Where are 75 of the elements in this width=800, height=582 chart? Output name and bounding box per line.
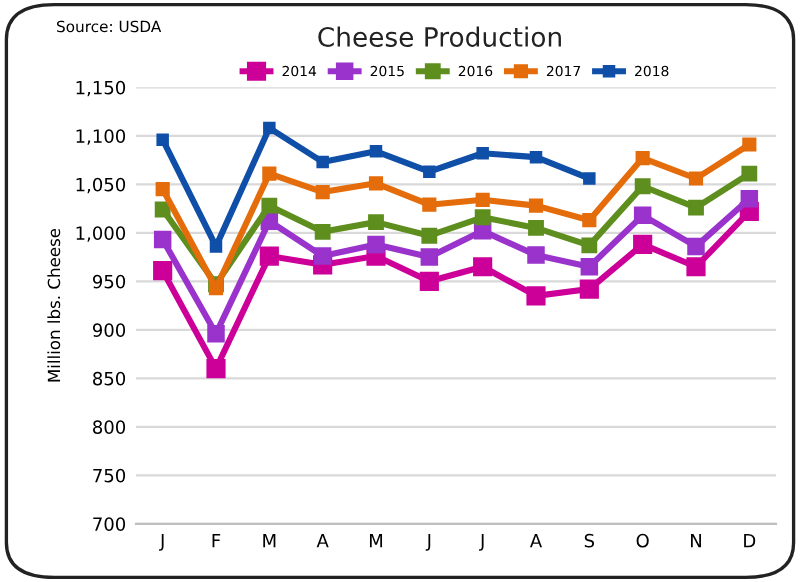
point bbox=[529, 150, 543, 164]
point bbox=[315, 184, 330, 200]
point bbox=[153, 230, 172, 249]
chart-title: Cheese Production bbox=[318, 26, 561, 47]
point bbox=[687, 237, 705, 256]
x-tick-label: J bbox=[479, 534, 484, 551]
point bbox=[741, 165, 758, 182]
point bbox=[528, 198, 544, 213]
x-tick-label: O bbox=[636, 533, 649, 548]
point bbox=[209, 240, 223, 253]
point bbox=[313, 247, 332, 265]
point bbox=[634, 178, 651, 195]
x-tick-label: N bbox=[691, 534, 701, 548]
point bbox=[423, 165, 436, 178]
point bbox=[688, 171, 704, 186]
point bbox=[262, 166, 277, 181]
point bbox=[316, 155, 329, 169]
point bbox=[581, 237, 598, 254]
point bbox=[740, 190, 759, 208]
y-tick-label: 950 bbox=[92, 274, 126, 289]
point bbox=[367, 235, 385, 254]
point bbox=[422, 197, 437, 212]
point bbox=[686, 257, 706, 277]
x-tick-label: A bbox=[529, 534, 543, 548]
point bbox=[582, 213, 597, 228]
point bbox=[633, 206, 652, 225]
y-tick-label: 700 bbox=[93, 517, 126, 531]
point bbox=[368, 176, 384, 191]
point bbox=[688, 199, 704, 216]
point bbox=[742, 137, 757, 152]
point bbox=[420, 248, 439, 266]
point bbox=[473, 257, 493, 277]
y-tick-label: 900 bbox=[92, 323, 126, 337]
y-tick-label: 800 bbox=[93, 420, 126, 434]
point bbox=[155, 182, 170, 197]
point bbox=[156, 133, 169, 146]
y-tick-label: 1,050 bbox=[76, 177, 126, 194]
y-tick-label: 850 bbox=[93, 371, 126, 386]
point bbox=[421, 227, 438, 244]
x-tick-label: F bbox=[212, 534, 221, 548]
point bbox=[207, 324, 225, 343]
point bbox=[526, 286, 546, 306]
y-axis-title: Million lbs. Cheese bbox=[47, 228, 61, 382]
y-tick-label: 1,150 bbox=[76, 80, 126, 97]
x-tick-label: J bbox=[425, 534, 431, 551]
x-tick-label: S bbox=[584, 533, 595, 548]
point bbox=[474, 209, 491, 226]
point bbox=[475, 192, 490, 207]
point bbox=[419, 271, 439, 291]
point bbox=[263, 121, 276, 135]
point bbox=[208, 281, 224, 296]
y-tick-label: 750 bbox=[93, 468, 126, 483]
point bbox=[633, 234, 653, 255]
point bbox=[368, 214, 384, 231]
point bbox=[580, 258, 599, 276]
x-tick-label: D bbox=[744, 534, 756, 548]
point bbox=[527, 246, 545, 264]
point bbox=[528, 220, 544, 236]
point bbox=[314, 223, 331, 240]
point bbox=[635, 151, 650, 166]
x-tick-label: M bbox=[369, 534, 383, 548]
x-tick-label: J bbox=[159, 534, 164, 551]
point bbox=[579, 279, 599, 299]
y-tick-label: 1,100 bbox=[76, 129, 126, 145]
y-tick-label: 1,000 bbox=[76, 226, 126, 242]
point bbox=[154, 201, 171, 218]
point bbox=[583, 172, 596, 185]
x-tick-label: M bbox=[263, 534, 276, 548]
point bbox=[369, 145, 383, 158]
point bbox=[206, 359, 226, 379]
point bbox=[153, 261, 173, 281]
point bbox=[259, 246, 279, 266]
point bbox=[261, 197, 278, 214]
x-tick-label: A bbox=[316, 534, 329, 548]
point bbox=[476, 147, 489, 160]
